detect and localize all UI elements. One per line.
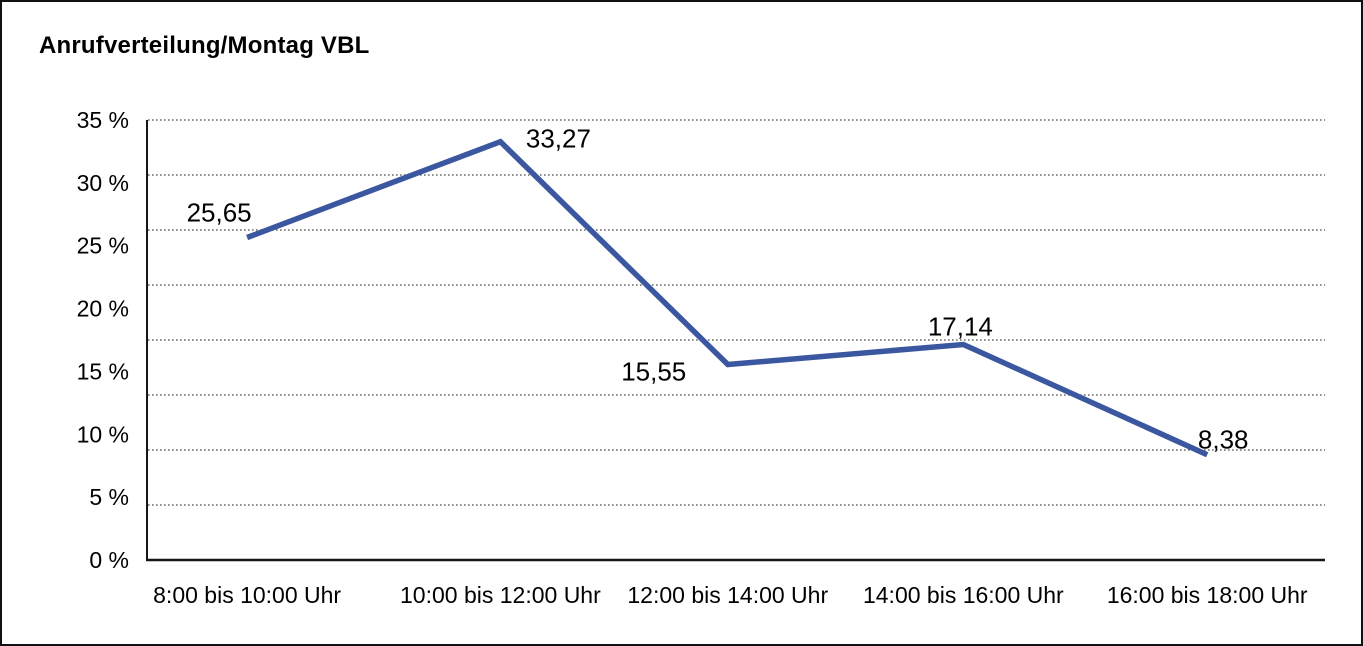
data-label: 8,38	[1198, 425, 1249, 455]
data-label: 17,14	[928, 312, 993, 342]
y-axis-label: 5 %	[89, 484, 129, 510]
y-axis-label: 10 %	[77, 421, 129, 447]
x-axis-label: 8:00 bis 10:00 Uhr	[153, 582, 341, 608]
x-axis-label: 10:00 bis 12:00 Uhr	[400, 582, 601, 608]
x-axis-label: 16:00 bis 18:00 Uhr	[1107, 582, 1308, 608]
series-line	[246, 138, 1209, 458]
x-axis-label: 12:00 bis 14:00 Uhr	[627, 582, 828, 608]
y-axis-label: 30 %	[77, 170, 129, 196]
y-axis-label: 20 %	[77, 296, 129, 322]
y-axis-label: 0 %	[89, 547, 129, 573]
y-axis-label: 25 %	[77, 233, 129, 259]
y-axis-label: 35 %	[77, 107, 129, 133]
data-label: 25,65	[187, 198, 252, 228]
data-label: 33,27	[526, 124, 591, 154]
x-axis-label: 14:00 bis 16:00 Uhr	[863, 582, 1064, 608]
data-label: 15,55	[621, 357, 686, 387]
y-axis-label: 15 %	[77, 358, 129, 384]
chart-title: Anrufverteilung/Montag VBL	[39, 32, 370, 59]
